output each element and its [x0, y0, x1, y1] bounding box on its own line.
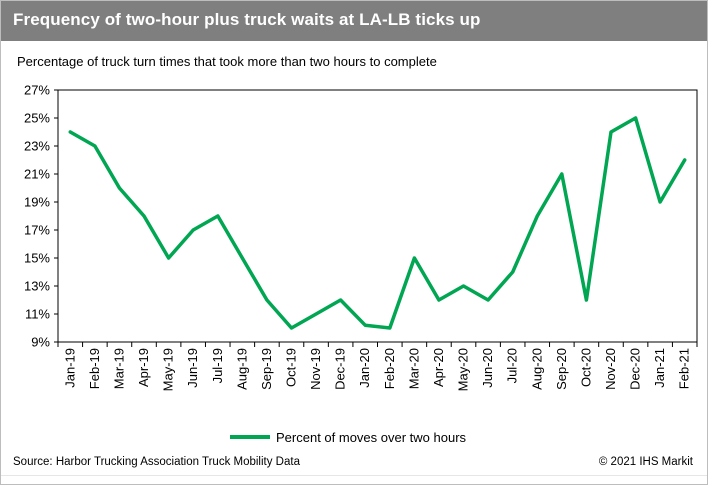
- x-tick-label: Aug-19: [234, 348, 249, 390]
- x-tick-label: Jun-19: [185, 348, 200, 388]
- y-tick-label: 17%: [24, 223, 50, 238]
- data-point: [68, 130, 72, 134]
- line-chart: 27% 25% 23% 21% 19% 17% 15% 13% 11% 9% Jan-19 Feb-1…: [24, 83, 698, 391]
- data-point: [560, 172, 564, 176]
- legend: Percent of moves over two hours: [230, 428, 466, 446]
- y-tick-label: 23%: [24, 139, 50, 154]
- y-tick-label: 19%: [24, 195, 50, 210]
- source-note: Source: Harbor Trucking Association Truc…: [13, 456, 300, 468]
- legend-swatch: [230, 435, 270, 439]
- x-tick-label: Jul-19: [210, 348, 225, 383]
- x-tick-label: Aug-20: [529, 348, 544, 390]
- y-tick-label: 13%: [24, 279, 50, 294]
- data-point: [462, 284, 466, 288]
- data-point: [584, 298, 588, 302]
- x-tick-label: Apr-20: [431, 348, 446, 387]
- data-point: [511, 270, 515, 274]
- x-tick-label: Sep-19: [259, 348, 274, 390]
- data-point: [339, 298, 343, 302]
- data-point: [167, 256, 171, 260]
- y-tick-label: 15%: [24, 251, 50, 266]
- data-point: [658, 200, 662, 204]
- data-point: [363, 323, 367, 327]
- title-bar: Frequency of two-hour plus truck waits a…: [1, 1, 707, 41]
- x-tick-label: Oct-20: [578, 348, 593, 387]
- x-tick-label: Dec-20: [628, 348, 643, 390]
- x-tick-label: Nov-20: [603, 348, 618, 390]
- x-tick-label: Oct-19: [283, 348, 298, 387]
- x-tick-label: May-19: [161, 348, 176, 391]
- data-point: [634, 116, 638, 120]
- data-point: [437, 298, 441, 302]
- data-point: [314, 312, 318, 316]
- data-point: [535, 214, 539, 218]
- data-point: [486, 298, 490, 302]
- y-tick-label: 9%: [31, 335, 50, 350]
- y-tick-label: 11%: [25, 307, 50, 322]
- chart-subtitle: Percentage of truck turn times that took…: [17, 54, 437, 69]
- x-tick-label: Dec-19: [333, 348, 348, 390]
- data-point: [117, 186, 121, 190]
- x-tick-label: Jan-21: [652, 348, 667, 388]
- x-tick-label: Mar-20: [406, 348, 421, 389]
- data-point: [412, 256, 416, 260]
- chart-title: Frequency of two-hour plus truck waits a…: [13, 10, 481, 29]
- y-tick-label: 27%: [24, 83, 50, 98]
- data-point: [265, 298, 269, 302]
- plot-area: [57, 89, 698, 343]
- x-tick-label: Mar-19: [111, 348, 126, 389]
- y-tick-label: 21%: [24, 167, 50, 182]
- data-point: [683, 158, 687, 162]
- x-tick-label: Nov-19: [308, 348, 323, 390]
- data-point: [388, 326, 392, 330]
- x-tick-label: Feb-19: [87, 348, 102, 389]
- data-point: [191, 228, 195, 232]
- x-tick-label: Feb-20: [382, 348, 397, 389]
- y-tick-label: 25%: [24, 111, 50, 126]
- series-line: [68, 116, 687, 330]
- x-tick-label: Sep-20: [554, 348, 569, 390]
- x-tick-label: Apr-19: [136, 348, 151, 387]
- data-point: [289, 326, 293, 330]
- footer-divider: [1, 475, 707, 476]
- data-point: [216, 214, 220, 218]
- legend-label: Percent of moves over two hours: [276, 429, 467, 445]
- x-tick-label: Jul-20: [505, 348, 520, 383]
- x-tick-label: Jun-20: [480, 348, 495, 388]
- data-point: [142, 214, 146, 218]
- data-point: [93, 144, 97, 148]
- x-tick-label: Jan-19: [62, 348, 77, 388]
- x-tick-label: Jan-20: [357, 348, 372, 388]
- data-point: [609, 130, 613, 134]
- data-point: [240, 256, 244, 260]
- x-tick-label: May-20: [456, 348, 471, 391]
- copyright-note: © 2021 IHS Markit: [598, 456, 693, 468]
- x-tick-label: Feb-21: [677, 348, 692, 389]
